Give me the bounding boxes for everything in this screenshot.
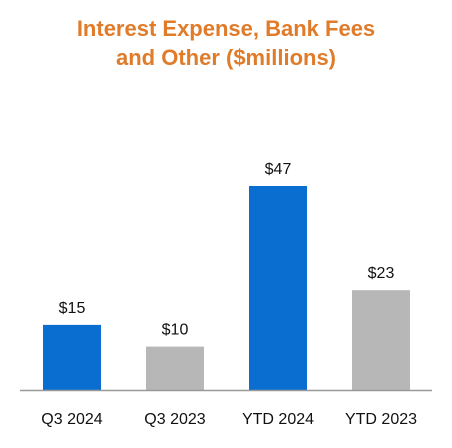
chart-title-line-2: and Other ($millions) [115,45,337,70]
bar-q3-2023 [146,346,204,390]
value-label: $47 [265,161,292,178]
chart-title-line-1: Interest Expense, Bank Fees [76,16,376,41]
bar-ytd-2024 [249,186,307,390]
x-tick-label: YTD 2023 [345,411,417,428]
chart-title: Interest Expense, Bank Fees and Other ($… [0,14,452,72]
bar-q3-2024 [43,324,101,390]
value-label: $10 [162,322,189,339]
x-tick-label: Q3 2023 [144,411,205,428]
x-tick-label: Q3 2024 [41,411,102,428]
bar-ytd-2023 [352,290,410,390]
value-label: $23 [368,265,395,282]
value-label: $15 [59,300,86,317]
x-tick-label: YTD 2024 [242,411,314,428]
